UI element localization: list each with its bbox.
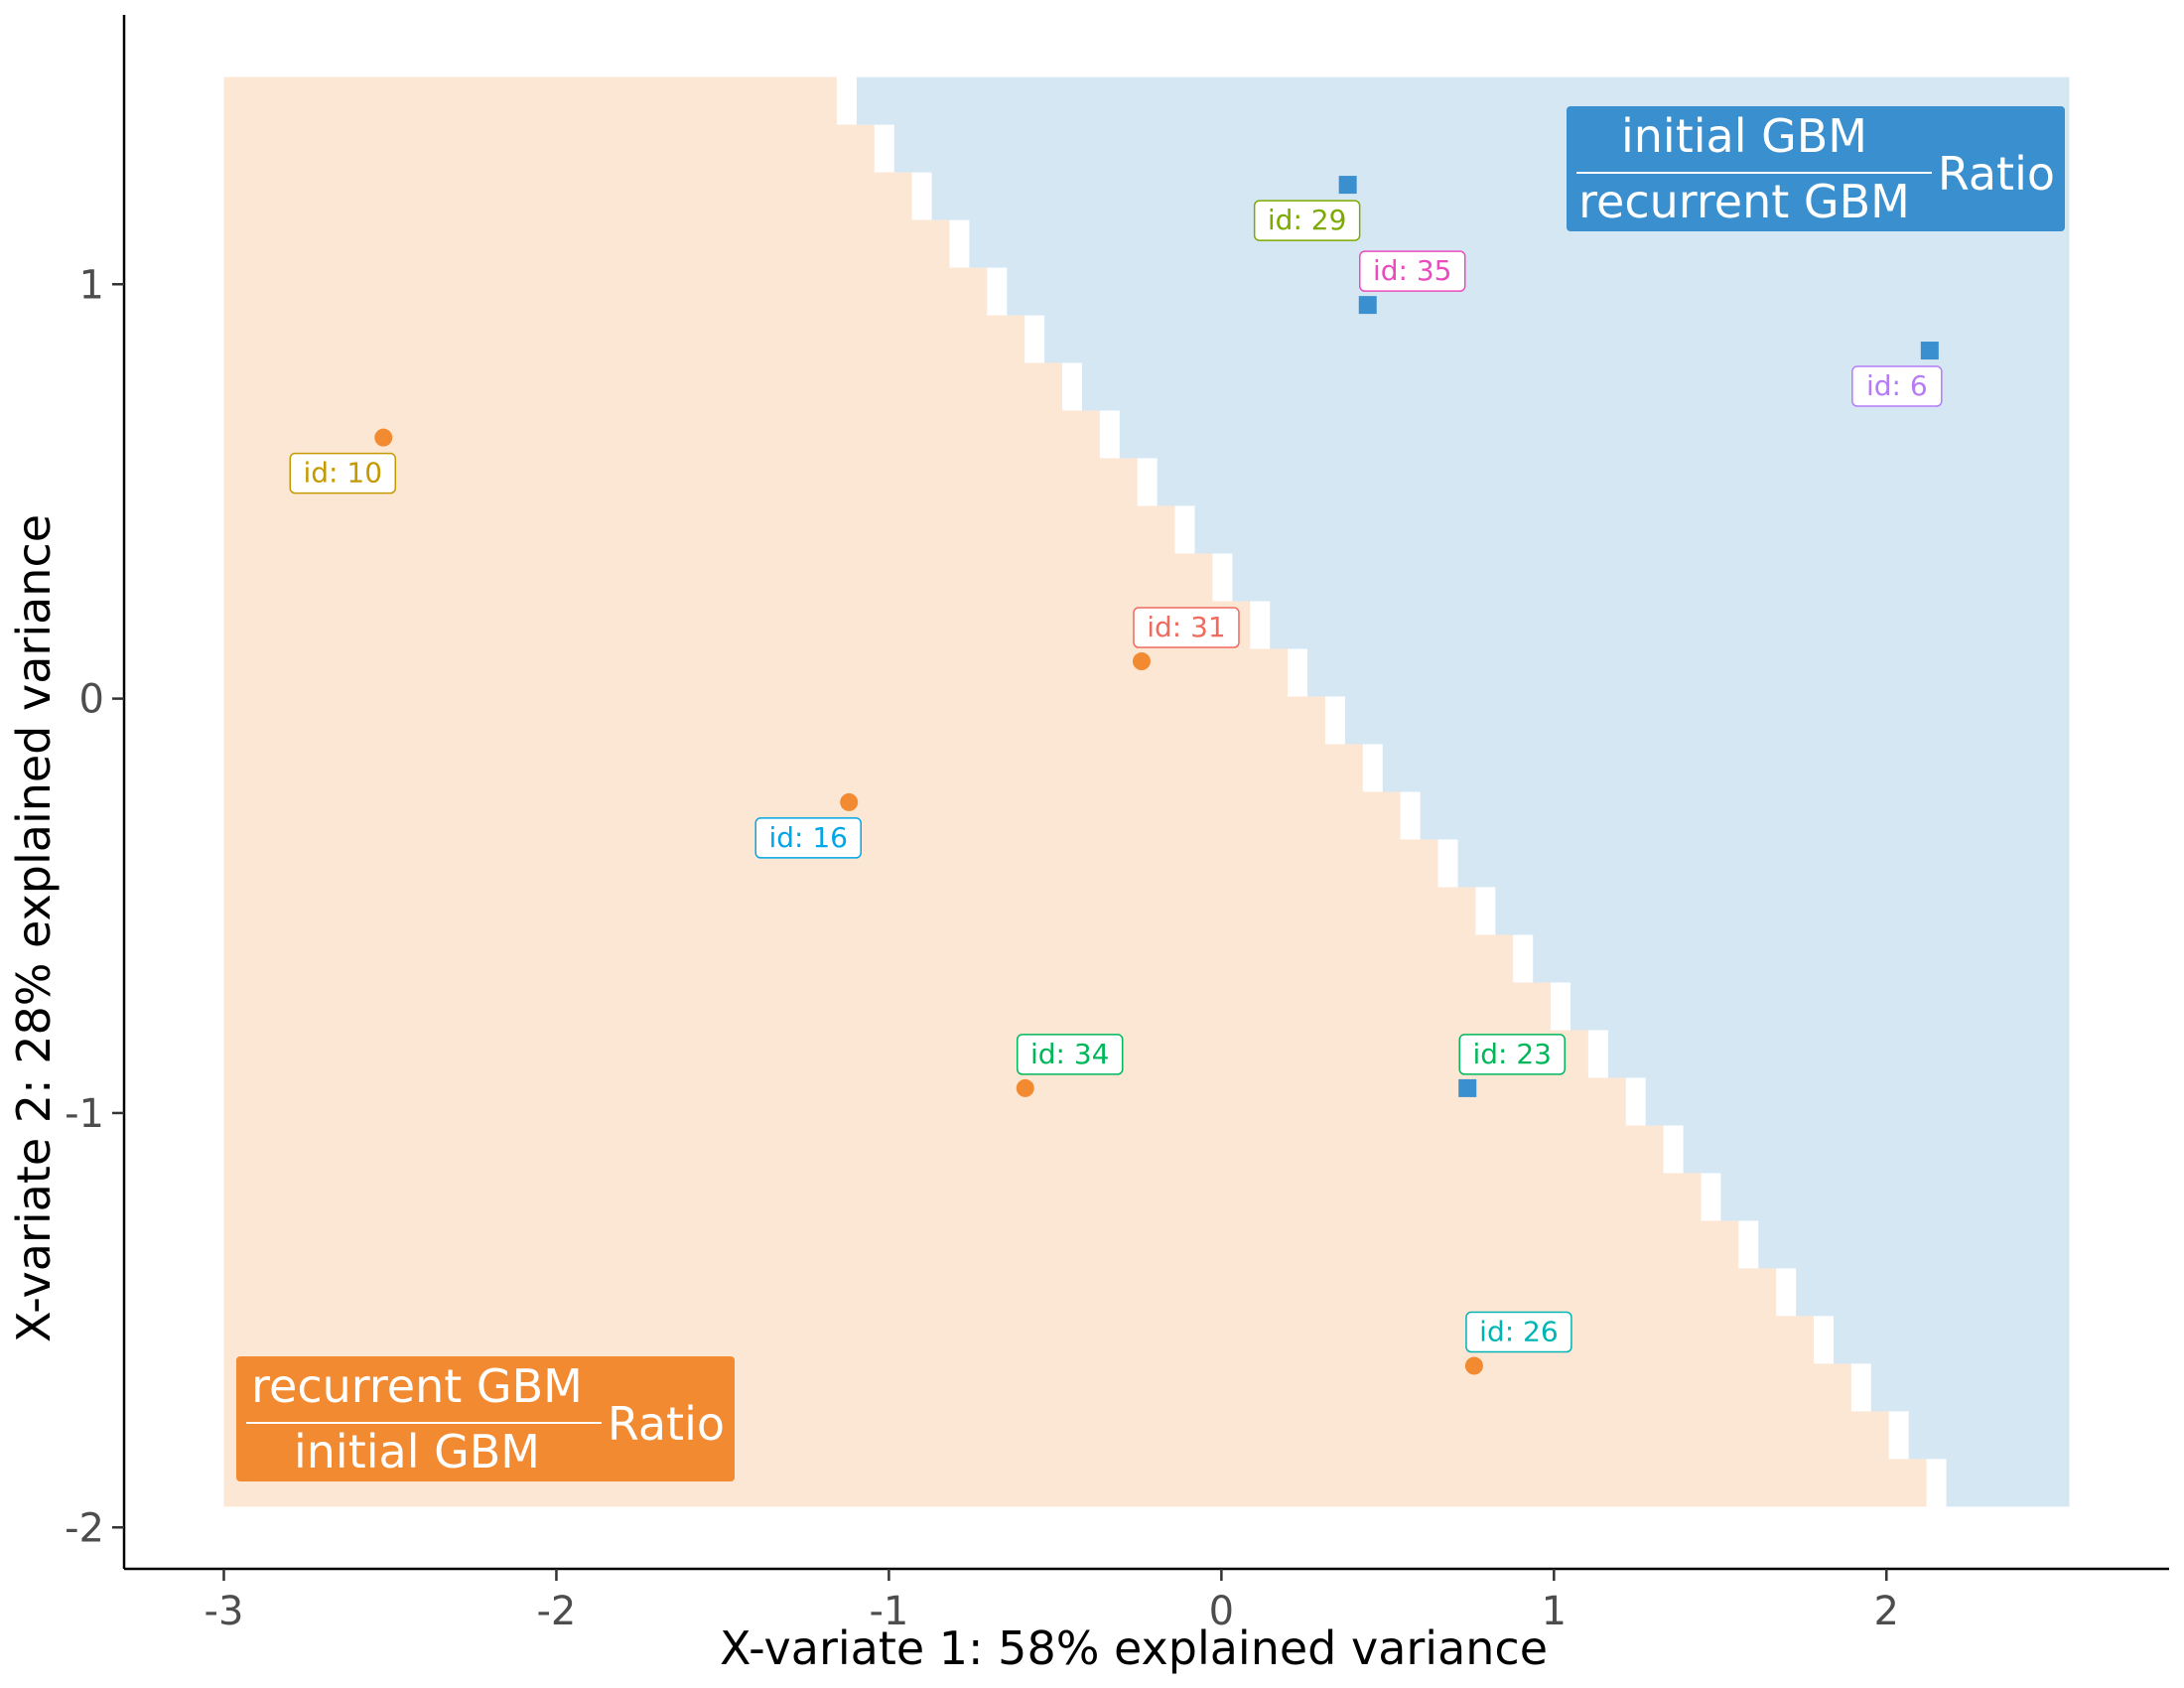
x-tick-label: 2 [1874, 1589, 1899, 1634]
legend-numerator: initial GBM [1621, 109, 1867, 163]
point-label: id: 35 [1358, 250, 1466, 292]
x-axis-ticks: -3 -2 -1 0 1 2 [205, 1569, 1899, 1634]
axes: -3 -2 -1 0 1 2 -2 -1 0 1 [65, 15, 2169, 1634]
legend-box [236, 1356, 735, 1481]
point-marker-square [1458, 1078, 1477, 1097]
classification-regions [223, 76, 2070, 1507]
point-marker-square [1358, 296, 1377, 315]
recurrent-region [223, 76, 1927, 1507]
initial-region [819, 76, 2070, 1507]
point-marker-circle [1016, 1078, 1034, 1097]
legend-suffix: Ratio [608, 1397, 725, 1451]
point-label: id: 23 [1458, 1034, 1566, 1075]
x-tick-label: -2 [537, 1589, 577, 1634]
point-label-text: id: 35 [1373, 254, 1452, 287]
point-label-box [754, 817, 862, 859]
point-label-text: id: 31 [1147, 611, 1226, 643]
point-marker-circle [1464, 1356, 1483, 1375]
legend-box [1567, 106, 2065, 231]
point-label-box [1358, 250, 1466, 292]
point-label-text: id: 16 [768, 821, 848, 854]
point-label-text: id: 26 [1479, 1316, 1559, 1348]
x-tick-label: -3 [205, 1589, 244, 1634]
legend-numerator: recurrent GBM [251, 1359, 583, 1413]
point-label: id: 31 [1133, 607, 1240, 648]
point-label-box [1465, 1311, 1572, 1353]
y-tick-label: -1 [65, 1091, 104, 1137]
legend-initial: initial GBM recurrent GBM Ratio [1567, 106, 2065, 231]
point-label: id: 26 [1465, 1311, 1572, 1353]
point-label: id: 10 [289, 452, 397, 494]
point-labels: id: 10 id: 31 id: 16 id: 34 id: 26 id: 29 id: … [289, 200, 1943, 1353]
legend-denominator: initial GBM [294, 1425, 540, 1478]
point-label: id: 16 [754, 817, 862, 859]
legend-recurrent: recurrent GBM initial GBM Ratio [236, 1356, 735, 1481]
y-tick-label: 1 [79, 262, 104, 308]
point-label-box [1016, 1034, 1124, 1075]
y-tick-label: -2 [65, 1505, 104, 1551]
point-label: id: 29 [1253, 200, 1361, 241]
x-tick-label: -1 [869, 1589, 908, 1634]
point-marker-circle [840, 792, 859, 811]
point-label-text: id: 6 [1866, 369, 1928, 402]
point-label-text: id: 29 [1268, 204, 1347, 236]
point-label: id: 34 [1016, 1034, 1124, 1075]
legend-denominator: recurrent GBM [1578, 175, 1910, 228]
point-label-text: id: 23 [1472, 1038, 1552, 1070]
y-axis-ticks: -2 -1 0 1 [65, 262, 124, 1551]
point-marker-square [1920, 342, 1939, 360]
point-label: id: 6 [1851, 365, 1943, 407]
point-marker-circle [1132, 652, 1151, 671]
point-label-box [1458, 1034, 1566, 1075]
y-axis-title: X-variate 2: 28% explained variance [7, 514, 61, 1342]
point-label-box [1253, 200, 1361, 241]
point-label-text: id: 34 [1030, 1038, 1110, 1070]
x-tick-label: 0 [1209, 1589, 1234, 1634]
legend-suffix: Ratio [1938, 147, 2055, 201]
point-marker-circle [374, 428, 393, 447]
point-label-box [1133, 607, 1240, 648]
point-label-box [1851, 365, 1943, 407]
point-label-text: id: 10 [304, 457, 383, 490]
point-label-box [289, 452, 397, 494]
y-tick-label: 0 [79, 677, 104, 723]
x-axis-title: X-variate 1: 58% explained variance [720, 1621, 1548, 1675]
x-tick-label: 1 [1542, 1589, 1567, 1634]
data-points [374, 176, 1939, 1375]
point-marker-square [1338, 176, 1357, 195]
